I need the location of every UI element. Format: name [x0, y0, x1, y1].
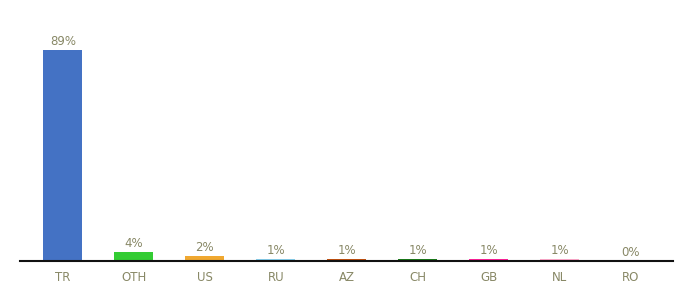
Text: 1%: 1%	[267, 244, 285, 257]
Bar	[256, 259, 295, 261]
Bar	[540, 259, 579, 261]
Text: 1%: 1%	[479, 244, 498, 257]
Bar	[327, 259, 367, 261]
Bar	[44, 50, 82, 261]
Text: 0%: 0%	[622, 246, 640, 259]
Text: 89%: 89%	[50, 35, 76, 48]
Text: 1%: 1%	[337, 244, 356, 257]
Text: 2%: 2%	[196, 242, 214, 254]
Text: 1%: 1%	[409, 244, 427, 257]
Bar	[114, 251, 154, 261]
Text: 1%: 1%	[550, 244, 569, 257]
Bar	[186, 256, 224, 261]
Bar	[398, 259, 437, 261]
Text: 4%: 4%	[124, 237, 143, 250]
Bar	[469, 259, 508, 261]
